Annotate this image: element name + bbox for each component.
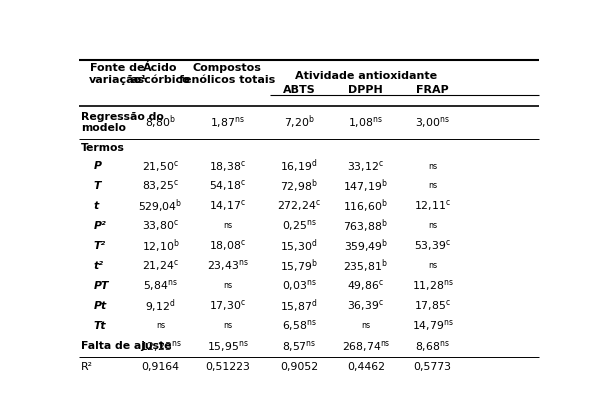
Text: t²: t²: [94, 261, 103, 271]
Text: 14,17$^{\mathrm{c}}$: 14,17$^{\mathrm{c}}$: [209, 199, 246, 214]
Text: Ácido
ascórbico: Ácido ascórbico: [131, 64, 190, 85]
Text: 529,04$^{\mathrm{b}}$: 529,04$^{\mathrm{b}}$: [139, 197, 183, 215]
Text: 17,85$^{\mathrm{c}}$: 17,85$^{\mathrm{c}}$: [414, 298, 451, 313]
Text: Fonte de
variação¹: Fonte de variação¹: [89, 64, 147, 85]
Text: 8,80$^{\mathrm{b}}$: 8,80$^{\mathrm{b}}$: [145, 114, 176, 131]
Text: 0,5773: 0,5773: [414, 362, 452, 372]
Text: 14,79$^{\mathrm{ns}}$: 14,79$^{\mathrm{ns}}$: [412, 318, 453, 333]
Text: 16,19$^{\mathrm{d}}$: 16,19$^{\mathrm{d}}$: [280, 157, 318, 175]
Text: 18,38$^{\mathrm{c}}$: 18,38$^{\mathrm{c}}$: [209, 158, 246, 173]
Text: 54,18$^{\mathrm{c}}$: 54,18$^{\mathrm{c}}$: [209, 178, 246, 194]
Text: ns: ns: [223, 222, 232, 230]
Text: 7,20$^{\mathrm{b}}$: 7,20$^{\mathrm{b}}$: [283, 114, 314, 131]
Text: 15,87$^{\mathrm{d}}$: 15,87$^{\mathrm{d}}$: [280, 297, 318, 314]
Text: 1,08$^{\mathrm{ns}}$: 1,08$^{\mathrm{ns}}$: [349, 115, 383, 130]
Text: Termos: Termos: [81, 143, 124, 153]
Text: 17,30$^{\mathrm{c}}$: 17,30$^{\mathrm{c}}$: [209, 298, 246, 313]
Text: 763,88$^{\mathrm{b}}$: 763,88$^{\mathrm{b}}$: [344, 217, 388, 234]
Text: PT: PT: [94, 281, 109, 291]
Text: 12,23$^{\mathrm{ns}}$: 12,23$^{\mathrm{ns}}$: [140, 339, 181, 354]
Text: 15,79$^{\mathrm{b}}$: 15,79$^{\mathrm{b}}$: [280, 257, 318, 275]
Text: 5,84$^{\mathrm{ns}}$: 5,84$^{\mathrm{ns}}$: [143, 278, 178, 293]
Text: 33,12$^{\mathrm{c}}$: 33,12$^{\mathrm{c}}$: [347, 158, 384, 173]
Text: 15,95$^{\mathrm{ns}}$: 15,95$^{\mathrm{ns}}$: [206, 339, 248, 354]
Text: 6,58$^{\mathrm{ns}}$: 6,58$^{\mathrm{ns}}$: [282, 318, 317, 333]
Text: ns: ns: [156, 321, 165, 330]
Text: 1,87$^{\mathrm{ns}}$: 1,87$^{\mathrm{ns}}$: [210, 115, 245, 130]
Text: 49,86$^{\mathrm{c}}$: 49,86$^{\mathrm{c}}$: [347, 278, 384, 293]
Text: 9,12$^{\mathrm{d}}$: 9,12$^{\mathrm{d}}$: [145, 297, 176, 314]
Text: 53,39$^{\mathrm{c}}$: 53,39$^{\mathrm{c}}$: [414, 238, 451, 253]
Text: ns: ns: [361, 321, 370, 330]
Text: T²: T²: [94, 241, 106, 251]
Text: ns: ns: [223, 281, 232, 290]
Text: 83,25$^{\mathrm{c}}$: 83,25$^{\mathrm{c}}$: [142, 178, 179, 194]
Text: T: T: [94, 181, 101, 191]
Text: Falta de ajuste: Falta de ajuste: [81, 341, 171, 351]
Text: 0,51223: 0,51223: [205, 362, 250, 372]
Text: 18,08$^{\mathrm{c}}$: 18,08$^{\mathrm{c}}$: [209, 238, 246, 253]
Text: ns: ns: [428, 222, 437, 230]
Text: 235,81$^{\mathrm{b}}$: 235,81$^{\mathrm{b}}$: [344, 257, 388, 275]
Text: P: P: [94, 161, 102, 171]
Text: 11,28$^{\mathrm{ns}}$: 11,28$^{\mathrm{ns}}$: [412, 278, 453, 293]
Text: Atividade antioxidante: Atividade antioxidante: [295, 71, 437, 81]
Text: 0,03$^{\mathrm{ns}}$: 0,03$^{\mathrm{ns}}$: [282, 278, 317, 293]
Text: P²: P²: [94, 221, 107, 231]
Text: 33,80$^{\mathrm{c}}$: 33,80$^{\mathrm{c}}$: [142, 218, 179, 233]
Text: 272,24$^{\mathrm{c}}$: 272,24$^{\mathrm{c}}$: [277, 199, 321, 214]
Text: 36,39$^{\mathrm{c}}$: 36,39$^{\mathrm{c}}$: [347, 298, 384, 313]
Text: R²: R²: [81, 362, 93, 372]
Text: 21,50$^{\mathrm{c}}$: 21,50$^{\mathrm{c}}$: [142, 158, 179, 173]
Text: 72,98$^{\mathrm{b}}$: 72,98$^{\mathrm{b}}$: [280, 177, 318, 195]
Text: Compostos
fenólicos totais: Compostos fenólicos totais: [179, 64, 275, 85]
Text: 15,30$^{\mathrm{d}}$: 15,30$^{\mathrm{d}}$: [280, 237, 318, 255]
Text: 359,49$^{\mathrm{b}}$: 359,49$^{\mathrm{b}}$: [344, 237, 388, 255]
Text: 21,24$^{\mathrm{c}}$: 21,24$^{\mathrm{c}}$: [142, 258, 179, 273]
Text: 0,4462: 0,4462: [347, 362, 385, 372]
Text: 23,43$^{\mathrm{ns}}$: 23,43$^{\mathrm{ns}}$: [206, 258, 248, 273]
Text: 8,68$^{\mathrm{ns}}$: 8,68$^{\mathrm{ns}}$: [415, 339, 450, 354]
Text: 116,60$^{\mathrm{b}}$: 116,60$^{\mathrm{b}}$: [344, 197, 388, 215]
Text: ns: ns: [428, 181, 437, 191]
Text: Tt: Tt: [94, 321, 107, 331]
Text: 8,57$^{\mathrm{ns}}$: 8,57$^{\mathrm{ns}}$: [282, 339, 316, 354]
Text: ABTS: ABTS: [283, 85, 315, 95]
Text: Regressão do
modelo: Regressão do modelo: [81, 112, 164, 133]
Text: ns: ns: [428, 261, 437, 270]
Text: 12,10$^{\mathrm{b}}$: 12,10$^{\mathrm{b}}$: [142, 237, 179, 255]
Text: 0,9052: 0,9052: [280, 362, 318, 372]
Text: FRAP: FRAP: [416, 85, 449, 95]
Text: DPPH: DPPH: [349, 85, 383, 95]
Text: 3,00$^{\mathrm{ns}}$: 3,00$^{\mathrm{ns}}$: [415, 115, 450, 130]
Text: ns: ns: [428, 161, 437, 171]
Text: 268,74$^{\mathrm{ns}}$: 268,74$^{\mathrm{ns}}$: [341, 339, 390, 354]
Text: t: t: [94, 201, 99, 211]
Text: ns: ns: [223, 321, 232, 330]
Text: 0,25$^{\mathrm{ns}}$: 0,25$^{\mathrm{ns}}$: [282, 218, 317, 233]
Text: 12,11$^{\mathrm{c}}$: 12,11$^{\mathrm{c}}$: [414, 199, 451, 214]
Text: 0,9164: 0,9164: [142, 362, 179, 372]
Text: Pt: Pt: [94, 301, 107, 311]
Text: 147,19$^{\mathrm{b}}$: 147,19$^{\mathrm{b}}$: [344, 177, 388, 195]
